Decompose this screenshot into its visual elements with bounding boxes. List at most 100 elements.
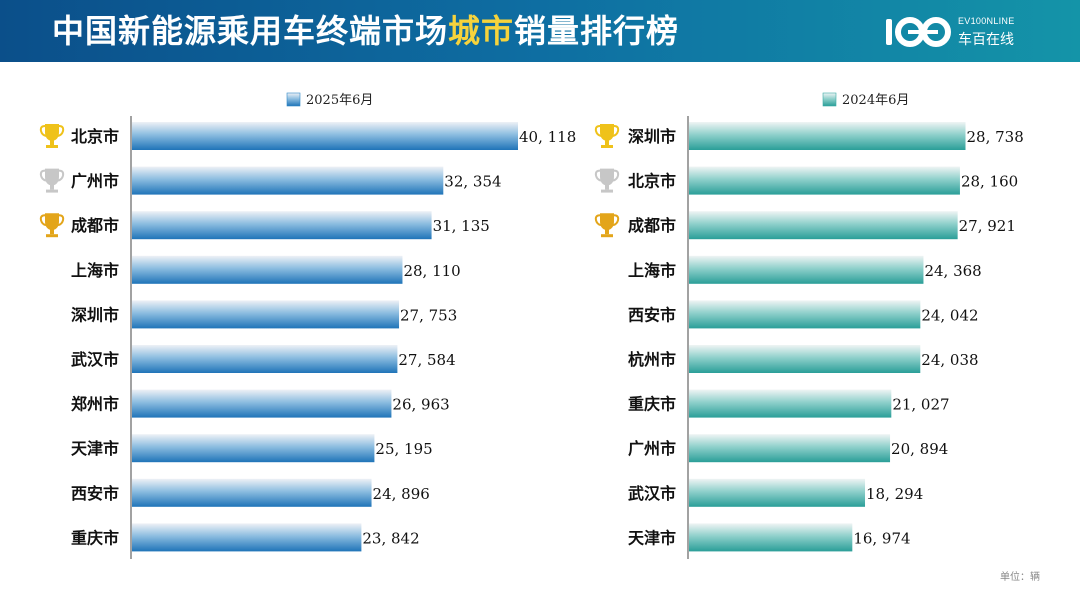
title-banner: 中国新能源乘用车终端市场城市销量排行榜 EV100NLINE 车百在线 [0,0,1080,62]
value-label: 21, 027 [892,396,949,414]
value-label: 28, 738 [967,128,1024,146]
trophy-handle-right [612,214,620,227]
category-label: 武汉市 [71,350,119,369]
trophy-handle-right [57,125,65,137]
trophy-base [601,234,613,238]
category-label: 北京市 [628,172,676,191]
value-label: 28, 110 [403,262,460,280]
trophy-base [46,189,58,193]
trophy-handle-left [594,169,602,182]
trophy-base [601,189,613,193]
logo-text-en: EV100NLINE [958,16,1015,26]
trophy-stem [50,229,54,235]
trophy-handle-right [57,169,65,182]
trophy-handle-left [594,214,602,227]
value-label: 16, 974 [853,529,910,547]
value-label: 24, 042 [921,306,978,324]
title-part-1: 中国新能源乘用车终端市场 [52,12,449,50]
trophy-icon [594,124,620,148]
trophy-icon [39,124,65,148]
category-label: 成都市 [71,216,119,235]
bar [689,345,921,373]
trophy-handle-left [594,125,602,137]
trophy-base [46,234,58,238]
bar [132,166,444,195]
value-label: 27, 753 [400,306,457,324]
brand-logo: EV100NLINE 车百在线 [884,12,1024,52]
trophy-cup [45,168,59,186]
bar [132,434,375,463]
trophy-handle-right [612,125,620,137]
trophy-stem [50,140,54,145]
bar [132,300,400,329]
trophy-handle-left [39,214,47,227]
category-label: 深圳市 [71,305,119,324]
trophy-handle-right [612,169,620,182]
category-label: 广州市 [628,439,676,458]
bar [689,122,966,150]
trophy-icon [594,213,620,238]
legend-label: 2024年6月 [842,93,909,108]
trophy-handle-right [57,214,65,227]
bar [132,345,398,373]
category-label: 上海市 [628,261,676,280]
bar [132,211,432,240]
value-label: 40, 118 [519,128,576,146]
unit-label: 单位：辆 [1000,572,1040,583]
title-highlight: 城市 [448,12,515,50]
value-label: 31, 135 [433,217,490,235]
trophy-cup [45,213,59,231]
bar [689,300,921,329]
value-label: 25, 195 [375,440,432,458]
legend-swatch [822,92,837,107]
trophy-icon [39,168,65,193]
category-label: 北京市 [71,127,119,146]
legend: 2025年6月 [286,92,373,108]
bar [132,478,372,507]
value-label: 26, 963 [392,396,449,414]
value-label: 24, 038 [921,351,978,369]
trophy-base [46,145,58,148]
trophy-stem [605,184,609,190]
category-label: 重庆市 [71,528,119,547]
bar [689,166,960,195]
category-label: 重庆市 [628,395,676,414]
trophy-stem [50,184,54,190]
trophy-icon [594,168,620,193]
value-label: 28, 160 [961,173,1018,191]
category-label: 西安市 [628,305,676,324]
legend-label: 2025年6月 [306,93,373,108]
category-label: 天津市 [71,439,119,458]
trophy-cup [600,124,614,141]
bar [132,389,392,418]
value-label: 18, 294 [866,485,923,503]
category-label: 深圳市 [628,127,676,146]
value-label: 24, 368 [924,262,981,280]
page-title: 中国新能源乘用车终端市场城市销量排行榜 [52,10,679,52]
trophy-handle-left [39,169,47,182]
category-label: 郑州市 [71,395,119,414]
category-label: 成都市 [628,216,676,235]
logo-100-icon [886,17,951,47]
trophy-icon [39,213,65,238]
logo-text-cn: 车百在线 [958,32,1014,48]
trophy-handle-left [39,125,47,137]
value-label: 32, 354 [444,173,501,191]
category-label: 武汉市 [628,484,676,503]
bar [689,211,958,240]
category-label: 西安市 [71,484,119,503]
value-label: 27, 584 [398,351,455,369]
value-label: 24, 896 [373,485,430,503]
category-label: 杭州市 [628,350,676,369]
bar [689,255,924,284]
category-label: 天津市 [628,528,676,547]
trophy-stem [605,229,609,235]
bar [132,255,403,284]
trophy-stem [605,140,609,145]
trophy-cup [600,213,614,231]
value-label: 27, 921 [959,217,1016,235]
bar [689,434,891,463]
